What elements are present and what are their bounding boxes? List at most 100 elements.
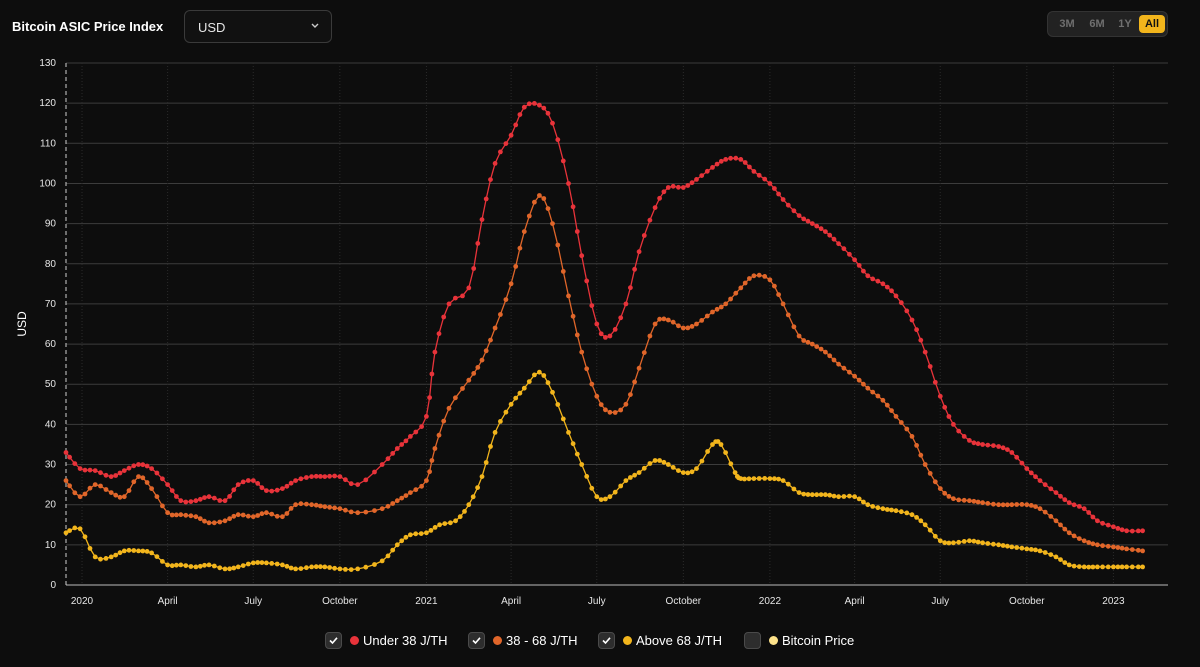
data-point (689, 324, 695, 329)
data-point (537, 193, 542, 198)
data-point (87, 485, 93, 491)
legend-checkbox-bitcoin-price[interactable] (744, 632, 761, 649)
data-point (259, 511, 265, 517)
data-point (250, 478, 256, 483)
data-point (636, 365, 642, 371)
data-point (394, 498, 400, 504)
legend-item-above-68[interactable]: Above 68 J/TH (598, 628, 728, 654)
data-point (805, 339, 811, 345)
data-point (636, 470, 642, 475)
data-point (785, 481, 791, 487)
data-point (728, 155, 733, 161)
data-point (532, 101, 537, 106)
data-point (498, 419, 503, 424)
data-point (751, 169, 757, 174)
y-tick-label: 70 (45, 299, 57, 310)
data-point (1033, 547, 1038, 553)
data-point (274, 487, 280, 493)
data-point (318, 474, 323, 479)
data-point (904, 308, 910, 314)
data-point (1100, 543, 1105, 549)
data-point (280, 562, 285, 568)
data-point (1037, 478, 1043, 483)
data-point (1048, 552, 1054, 557)
y-tick-label: 30 (45, 460, 57, 471)
data-point (1071, 533, 1077, 539)
legend-checkbox-under-38[interactable] (325, 632, 342, 649)
data-point (1028, 470, 1034, 476)
x-tick-label: 2020 (71, 596, 94, 607)
data-point (332, 473, 337, 479)
data-point (136, 548, 141, 554)
data-point (1066, 530, 1072, 536)
data-point (856, 263, 862, 268)
data-point (875, 278, 881, 284)
data-point (710, 309, 715, 315)
data-point (1124, 528, 1129, 534)
data-point (446, 301, 452, 307)
data-point (772, 186, 777, 191)
data-point (429, 371, 435, 377)
data-point (293, 566, 298, 572)
currency-dropdown[interactable]: USD (184, 10, 332, 43)
range-button-3m[interactable]: 3M (1059, 18, 1075, 30)
data-point (245, 478, 251, 483)
data-point (288, 565, 294, 571)
data-point (82, 467, 88, 473)
data-point (337, 474, 343, 479)
data-point (1140, 564, 1145, 570)
legend-item-under-38[interactable]: Under 38 J/TH (325, 628, 448, 654)
data-point (498, 149, 503, 155)
data-point (961, 539, 967, 544)
legend-checkbox-38-68[interactable] (468, 632, 485, 649)
data-point (1062, 526, 1068, 532)
data-point (1009, 544, 1015, 550)
y-tick-label: 80 (45, 259, 57, 270)
data-point (909, 317, 915, 323)
data-point (942, 490, 948, 496)
data-point (453, 395, 458, 401)
data-point (579, 349, 585, 355)
data-point (503, 297, 509, 302)
data-point (1076, 536, 1082, 541)
data-point (92, 468, 98, 473)
legend-checkbox-above-68[interactable] (598, 632, 615, 649)
data-point (309, 502, 314, 508)
data-point (1129, 564, 1135, 570)
data-point (513, 395, 519, 401)
data-point (1028, 503, 1034, 508)
data-point (82, 534, 88, 540)
legend-item-38-68[interactable]: 38 - 68 J/TH (468, 628, 583, 654)
data-point (574, 332, 580, 338)
legend-item-bitcoin-price[interactable]: Bitcoin Price (744, 628, 862, 654)
range-button-1y[interactable]: 1Y (1118, 18, 1132, 30)
data-point (394, 542, 400, 548)
data-point (154, 554, 160, 559)
checkmark-icon (472, 637, 481, 645)
data-point (427, 469, 432, 475)
data-point (121, 548, 127, 554)
data-point (113, 492, 119, 498)
data-point (227, 494, 233, 499)
data-point (665, 185, 671, 190)
data-point (723, 450, 728, 455)
data-point (831, 357, 837, 363)
data-point (67, 454, 72, 460)
data-point (284, 511, 290, 516)
data-point (63, 530, 69, 536)
data-point (1042, 509, 1048, 515)
range-button-6m[interactable]: 6M (1089, 18, 1105, 30)
data-point (193, 564, 199, 570)
data-point (1053, 490, 1059, 495)
data-point (108, 490, 114, 495)
data-point (1048, 514, 1054, 519)
data-point (875, 505, 881, 511)
data-point (322, 504, 328, 510)
data-point (309, 474, 314, 479)
data-point (82, 491, 88, 497)
data-point (298, 476, 304, 482)
data-point (676, 184, 681, 190)
range-button-all[interactable]: All (1139, 15, 1165, 33)
data-point (183, 499, 189, 505)
data-point (441, 314, 447, 320)
